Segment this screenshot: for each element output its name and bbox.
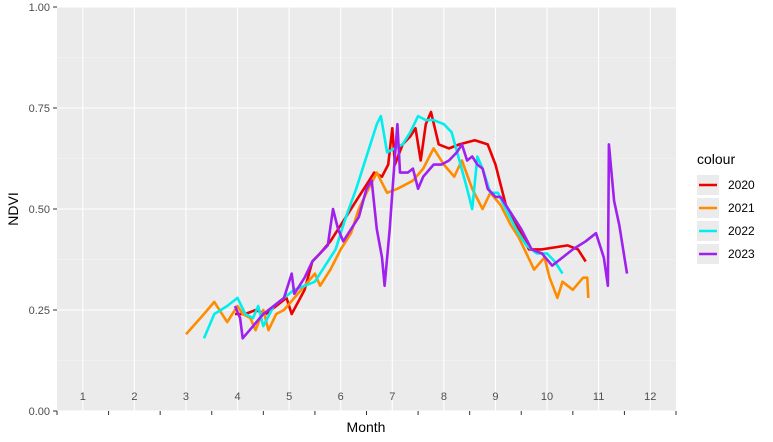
y-tick-label: 0.25: [29, 305, 50, 317]
x-axis-title: Month: [347, 419, 386, 435]
month-labels: 1 2 3 4 5 6 7 8 9 10 11 12: [80, 391, 657, 403]
series-layer: [185, 110, 629, 340]
y-tick-label: 0.50: [29, 204, 50, 216]
y-tick-label: 0.75: [29, 103, 50, 115]
legend: colour 2020 2021 2022 2023: [697, 151, 755, 264]
legend-label: 2021: [728, 201, 755, 215]
month-label: 12: [644, 391, 656, 403]
y-tick-label: 0.00: [29, 406, 50, 418]
legend-label: 2020: [728, 178, 755, 192]
month-label: 1: [80, 391, 86, 403]
month-label: 3: [183, 391, 189, 403]
axes: 0.00 0.25 0.50 0.75 1.00: [29, 2, 677, 418]
month-label: 11: [593, 391, 604, 403]
month-label: 10: [541, 391, 553, 403]
month-label: 5: [286, 391, 292, 403]
month-label: 2: [131, 391, 137, 403]
legend-title: colour: [697, 151, 735, 167]
month-label: 6: [338, 391, 344, 403]
month-label: 4: [234, 391, 240, 403]
series-line-2023: [233, 122, 629, 340]
month-label: 7: [389, 391, 395, 403]
y-tick-label: 1.00: [29, 2, 50, 14]
legend-label: 2022: [728, 224, 755, 238]
month-label: 9: [492, 391, 498, 403]
month-label: 8: [441, 391, 447, 403]
legend-label: 2023: [728, 247, 755, 261]
y-axis-title: NDVI: [5, 192, 21, 225]
